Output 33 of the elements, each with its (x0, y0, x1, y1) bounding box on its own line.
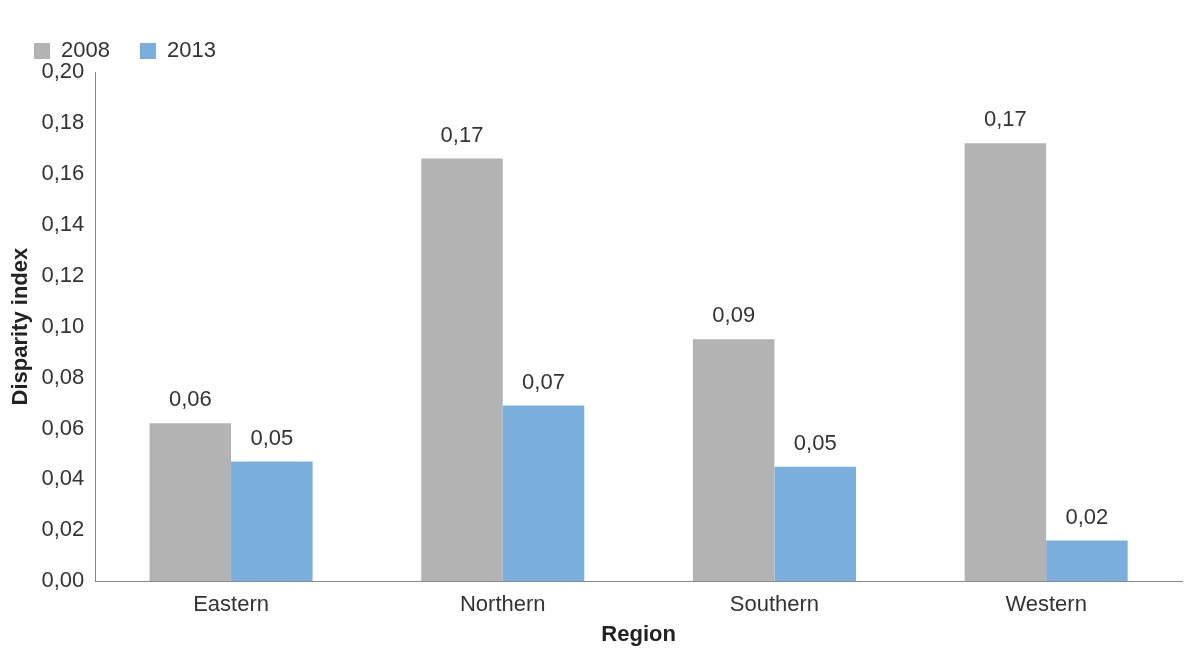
bar (964, 143, 1047, 582)
y-tick-label: 0,08 (41, 363, 85, 389)
data-label: 0,17 (983, 106, 1027, 132)
y-tick-label: 0,10 (41, 312, 85, 338)
y-tick-label: 0,04 (41, 465, 85, 491)
y-tick-label: 0,06 (41, 414, 85, 440)
y-tick-label: 0,18 (41, 108, 85, 134)
data-label: 0,09 (712, 302, 756, 328)
y-tick-label: 0,00 (41, 567, 85, 593)
bar (1046, 540, 1128, 582)
x-tick-label: Eastern (193, 591, 269, 617)
bar (692, 339, 775, 582)
y-tick-label: 0,16 (41, 159, 85, 185)
bar (502, 405, 585, 582)
bar (149, 423, 232, 582)
data-label: 0,17 (440, 121, 484, 147)
bar (421, 158, 503, 582)
data-label: 0,05 (250, 424, 294, 450)
x-tick-label: Southern (729, 591, 820, 617)
data-label: 0,06 (168, 386, 212, 412)
data-label: 0,07 (522, 368, 565, 394)
y-tick-label: 0,12 (41, 261, 85, 287)
bar (774, 466, 856, 582)
x-tick-label: Western (1005, 591, 1087, 617)
y-tick-label: 0,02 (41, 516, 85, 542)
x-axis-title: Region (601, 620, 676, 646)
data-label: 0,02 (1065, 503, 1109, 529)
legend-label: 2013 (166, 37, 216, 63)
x-tick-label: Northern (459, 591, 546, 617)
bar (231, 461, 313, 582)
data-label: 0,05 (793, 429, 837, 455)
y-axis-title: Disparity index (7, 246, 33, 406)
y-tick-label: 0,14 (41, 210, 85, 236)
